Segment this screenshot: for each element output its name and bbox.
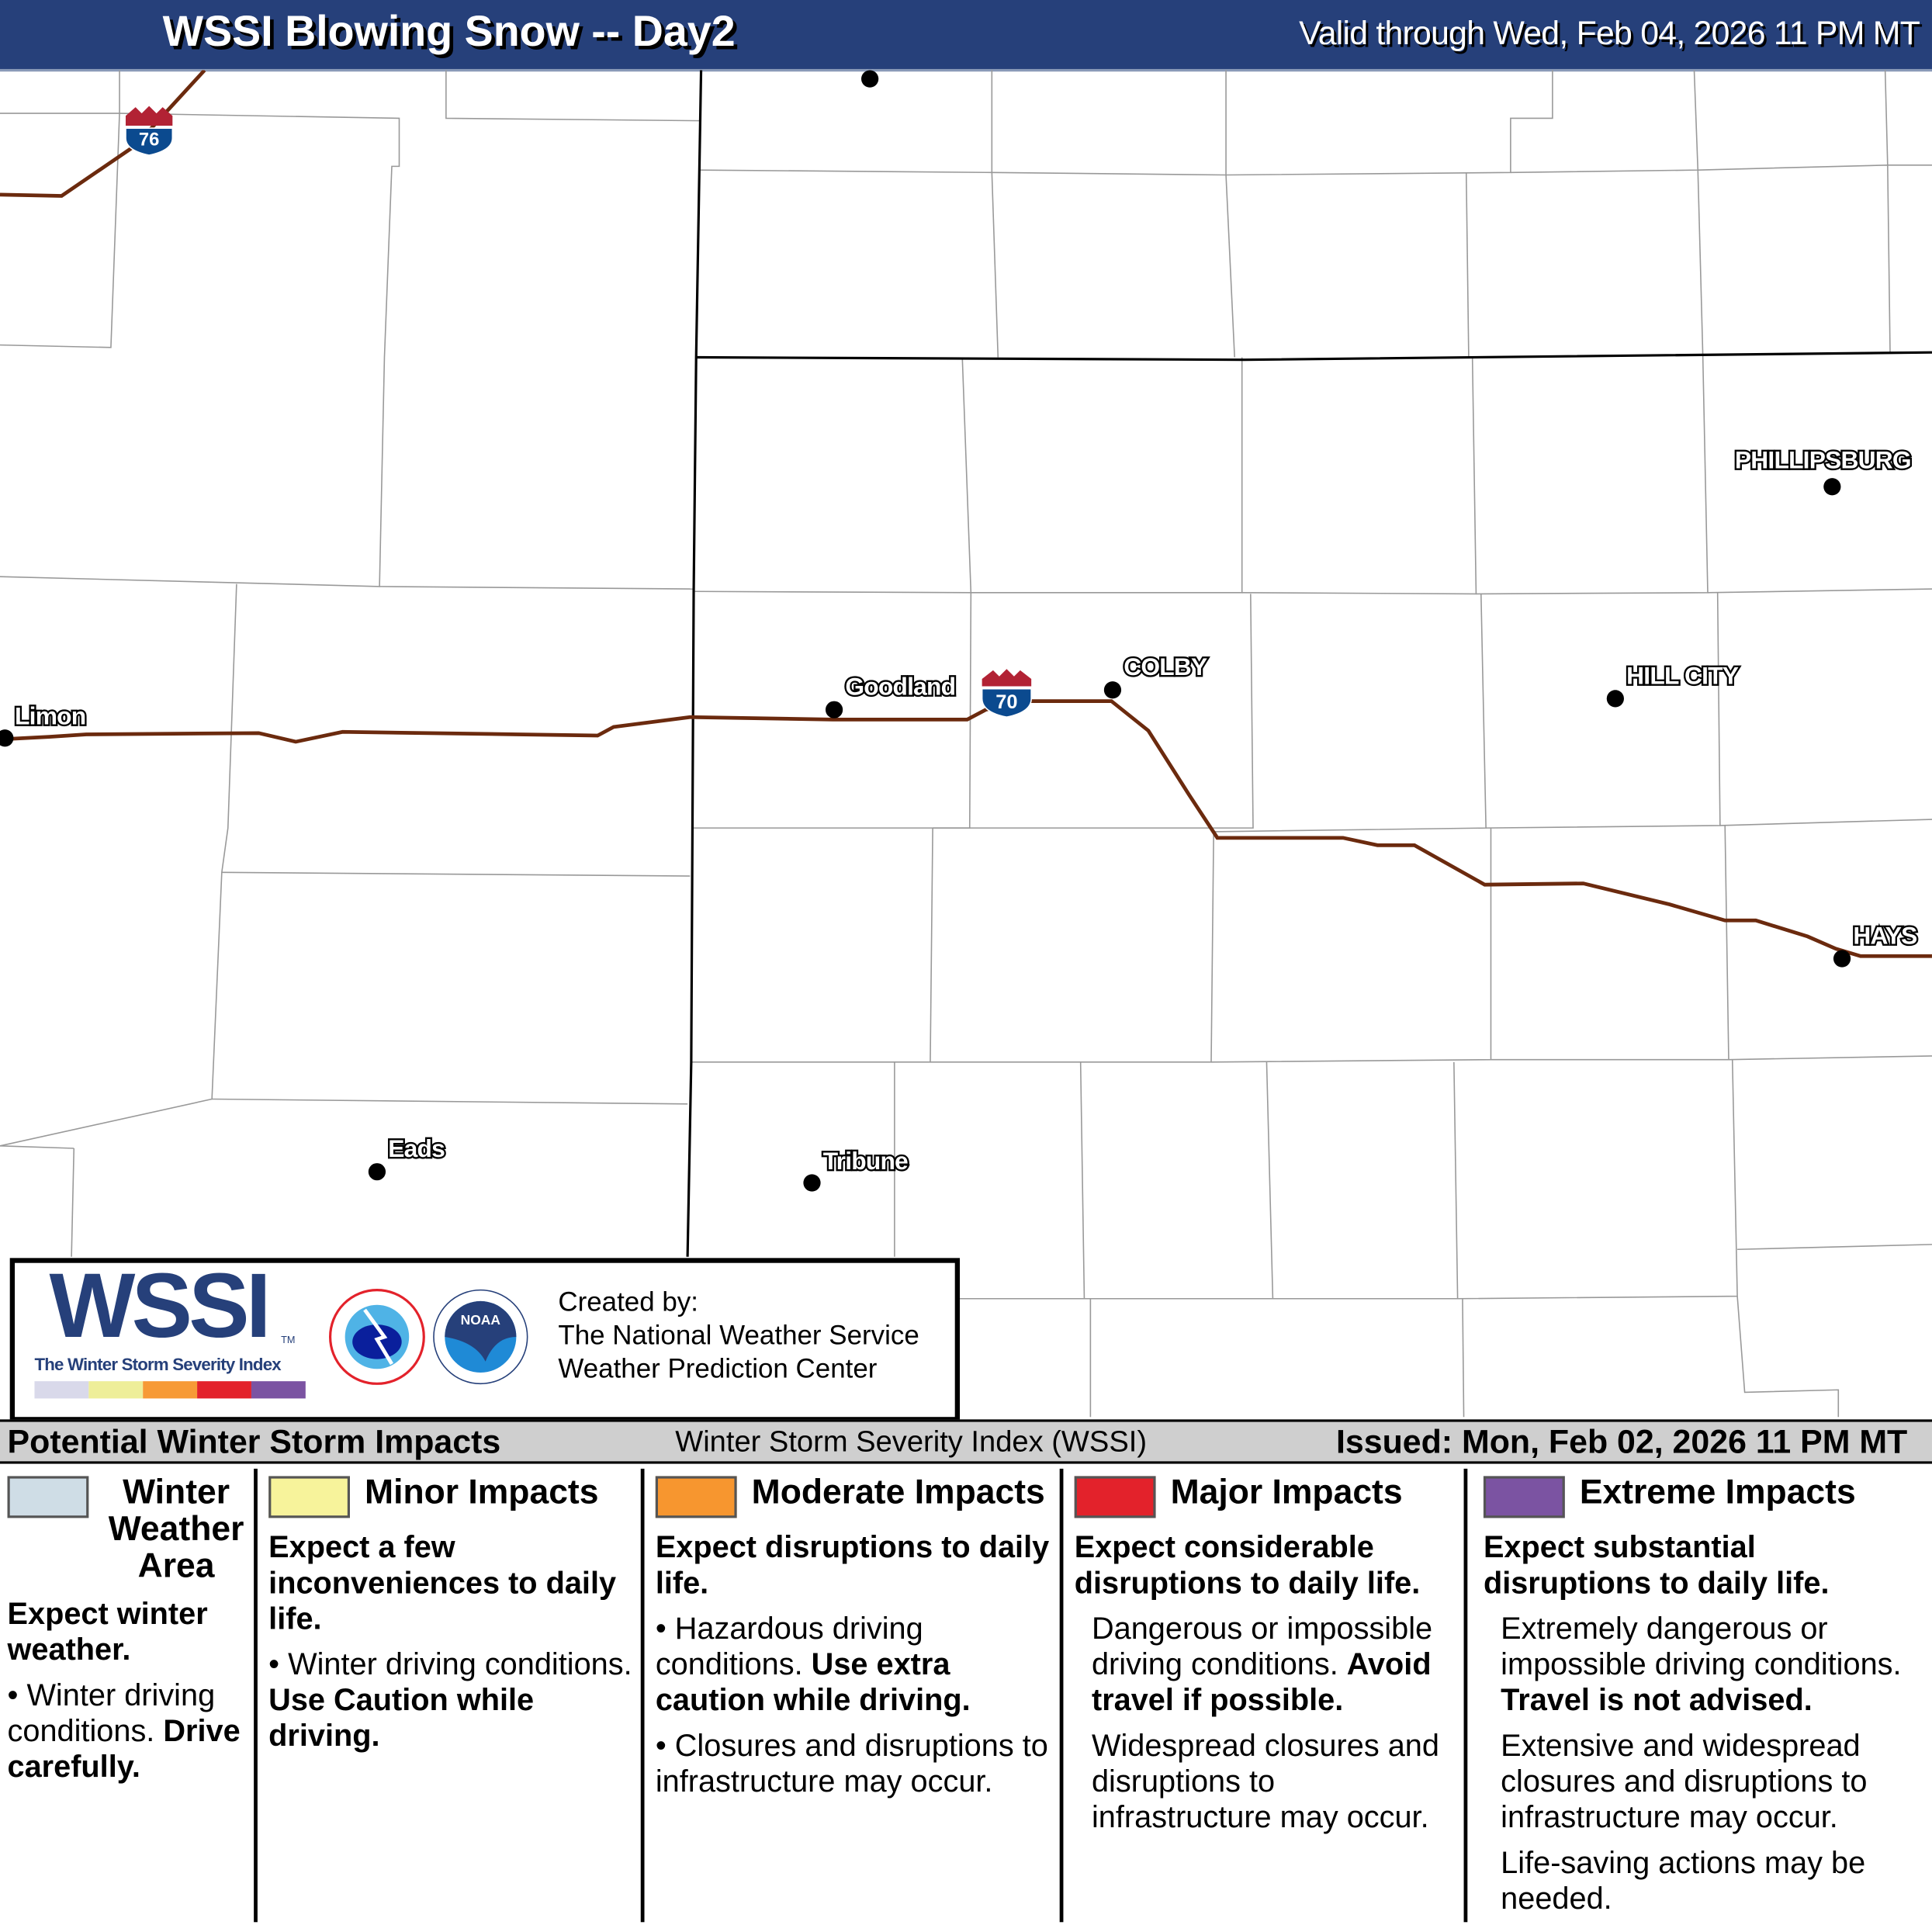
- nws-logo-icon: [328, 1289, 425, 1385]
- city-label-hays: HAYS: [1851, 921, 1920, 952]
- city-label-hill-city: HILL CITY: [1625, 661, 1741, 692]
- trademark: TM: [281, 1334, 296, 1346]
- legend-winter-weather-area: Winter Weather Area Expect winter weathe…: [7, 1472, 244, 1785]
- header: WSSI Blowing Snow -- Day2 Valid through …: [0, 0, 1932, 72]
- wssi-subtitle: The Winter Storm Severity Index: [34, 1354, 281, 1374]
- svg-text:76: 76: [139, 129, 160, 150]
- issued-time: Issued: Mon, Feb 02, 2026 11 PM MT: [1335, 1423, 1908, 1460]
- legend-header: Potential Winter Storm Impacts Winter St…: [0, 1419, 1932, 1464]
- wssi-color-scale: [34, 1381, 306, 1399]
- credits-text: Created by: The National Weather Service W…: [558, 1286, 919, 1384]
- svg-text:70: 70: [995, 691, 1017, 713]
- legend-center-title: Winter Storm Severity Index (WSSI): [675, 1425, 1148, 1459]
- county-map: 76 70: [0, 70, 1932, 1418]
- svg-text:NOAA: NOAA: [461, 1312, 501, 1328]
- city-label-phillipsburg: PHILLIPSBURG: [1733, 445, 1913, 476]
- noaa-logo-icon: NOAA: [433, 1289, 528, 1385]
- city-label-eads: Eads: [386, 1134, 447, 1165]
- city-label-limon: Limon: [13, 701, 88, 732]
- city-label-goodland: Goodland: [843, 672, 957, 703]
- map-title: WSSI Blowing Snow -- Day2: [162, 7, 736, 56]
- wssi-logo: WSSI: [49, 1254, 272, 1357]
- city-label-colby: COLBY: [1122, 653, 1210, 684]
- legend-major-impacts: Major Impacts Expect considerable disrup…: [1074, 1472, 1439, 1835]
- valid-time: Valid through Wed, Feb 04, 2026 11 PM MT: [1299, 15, 1920, 52]
- interstate-76-shield: 76: [125, 106, 174, 156]
- legend-extreme-impacts: Extreme Impacts Expect substantial disru…: [1483, 1472, 1902, 1916]
- legend-title: Potential Winter Storm Impacts: [7, 1423, 501, 1460]
- interstate-70-shield: 70: [981, 669, 1032, 718]
- legend-moderate-impacts: Moderate Impacts Expect disruptions to d…: [655, 1472, 1050, 1799]
- city-dots: [0, 70, 1851, 1192]
- credits-box: WSSI TM The Winter Storm Severity Index …: [9, 1254, 961, 1422]
- city-label-tribune: Tribune: [821, 1147, 910, 1178]
- legend-minor-impacts: Minor Impacts Expect a few inconvenience…: [268, 1472, 632, 1754]
